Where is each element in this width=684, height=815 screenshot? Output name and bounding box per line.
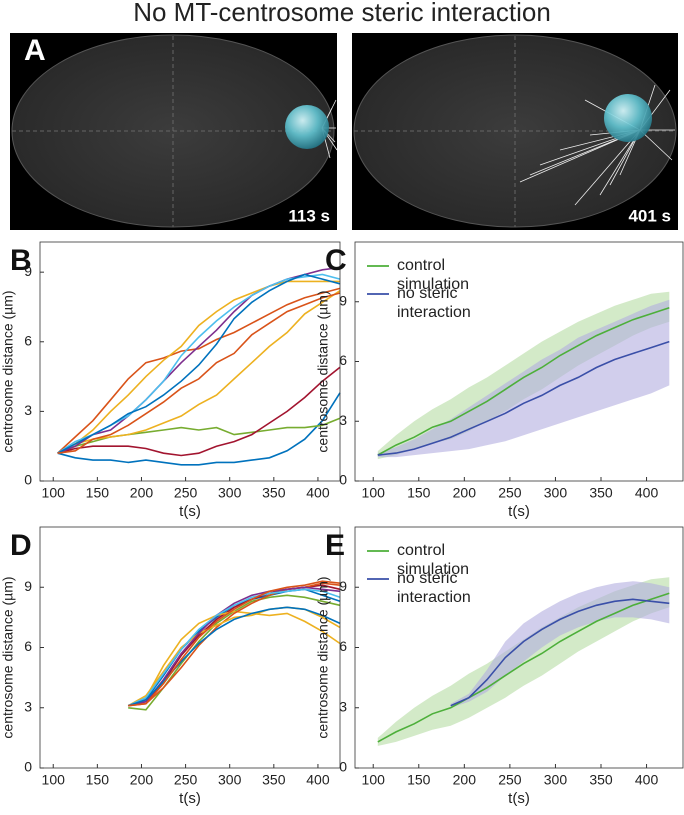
simulation-image: A 113 s	[10, 33, 338, 230]
legend-label: control simulation	[397, 542, 470, 578]
x-tick-label: 400	[635, 772, 659, 788]
error-band	[377, 299, 670, 458]
y-axis-label: centrosome distance (µm)	[315, 576, 331, 738]
x-tick-label: 150	[407, 485, 431, 501]
x-tick-label: 150	[86, 485, 110, 501]
x-tick-label: 300	[544, 772, 568, 788]
data-line	[128, 580, 341, 707]
simulation-image: 401 s	[352, 33, 678, 230]
y-tick-label: 6	[339, 352, 347, 368]
y-tick-label: 3	[339, 412, 347, 428]
y-tick-label: 9	[24, 578, 32, 594]
data-line	[127, 588, 341, 707]
y-tick-label: 3	[24, 402, 32, 418]
x-tick-label: 250	[174, 485, 198, 501]
x-axis-label: t(s)	[508, 790, 530, 807]
x-tick-label: 100	[362, 485, 386, 501]
x-tick-label: 100	[42, 485, 66, 501]
plot: 100 150 200 250 300 350 400 0 3 6 9 t(s) centrosome …	[0, 241, 341, 520]
y-tick-label: 9	[339, 578, 347, 594]
data-line	[450, 598, 670, 707]
data-line	[377, 306, 670, 456]
y-tick-label: 6	[339, 638, 347, 654]
legend-label: no steric interaction	[397, 570, 471, 606]
y-tick-label: 9	[24, 263, 32, 279]
x-tick-label: 200	[130, 772, 154, 788]
plot: 100 150 200 250 300 350 400 0 3 6 9 t(s) centrosome …	[0, 526, 341, 807]
time-label: 113 s	[288, 206, 330, 225]
x-tick-label: 300	[218, 485, 242, 501]
data-line	[57, 392, 341, 466]
x-tick-label: 250	[174, 772, 198, 788]
y-tick-label: 3	[339, 698, 347, 714]
y-axis-label: centrosome distance (µm)	[0, 576, 16, 738]
y-tick-label: 0	[339, 472, 347, 488]
plot: 100 150 200 250 300 350 400 0 3 6 9 t(s) centrosome …	[315, 241, 684, 520]
panel-label: E	[325, 529, 345, 562]
figure-title: No MT-centrosome steric interaction	[133, 0, 551, 27]
data-line	[128, 586, 341, 707]
y-tick-label: 6	[24, 332, 32, 348]
x-tick-label: 350	[589, 485, 613, 501]
panel-label: D	[10, 529, 32, 562]
x-axis-label: t(s)	[179, 503, 201, 520]
plot: 100 150 200 250 300 350 400 0 3 6 9 t(s) centrosome …	[315, 526, 684, 807]
legend-label: no steric interaction	[397, 285, 471, 321]
panel-label: B	[10, 244, 32, 277]
y-tick-label: 0	[24, 759, 32, 775]
x-axis-label: t(s)	[179, 790, 201, 807]
y-tick-label: 0	[24, 472, 32, 488]
x-tick-label: 400	[635, 485, 659, 501]
data-line	[57, 273, 341, 454]
y-tick-label: 3	[24, 698, 32, 714]
y-tick-label: 9	[339, 292, 347, 308]
x-tick-label: 300	[544, 485, 568, 501]
x-axis-label: t(s)	[508, 503, 530, 520]
data-line	[57, 366, 341, 457]
x-tick-label: 200	[130, 485, 154, 501]
data-line	[57, 287, 341, 454]
y-tick-label: 0	[339, 759, 347, 775]
x-tick-label: 350	[589, 772, 613, 788]
x-tick-label: 400	[306, 772, 330, 788]
x-tick-label: 150	[407, 772, 431, 788]
y-axis-label: centrosome distance (µm)	[0, 290, 16, 452]
x-tick-label: 400	[306, 485, 330, 501]
x-tick-label: 250	[498, 485, 522, 501]
time-label: 401 s	[628, 206, 671, 225]
legend-label: control simulation	[397, 257, 470, 293]
x-tick-label: 300	[218, 772, 242, 788]
axes-frame	[39, 241, 341, 482]
x-tick-label: 200	[453, 485, 477, 501]
data-line	[57, 280, 340, 454]
x-tick-label: 200	[453, 772, 477, 788]
x-tick-label: 150	[86, 772, 110, 788]
data-line	[377, 592, 670, 743]
x-tick-label: 250	[498, 772, 522, 788]
y-axis-label: centrosome distance (µm)	[315, 290, 331, 452]
panel-label: A	[24, 34, 46, 67]
data-line	[127, 610, 341, 707]
x-tick-label: 350	[262, 772, 286, 788]
data-line	[57, 292, 341, 454]
x-tick-label: 100	[42, 772, 66, 788]
x-tick-label: 350	[262, 485, 286, 501]
data-line	[57, 290, 341, 454]
data-line	[127, 606, 341, 707]
y-tick-label: 6	[24, 638, 32, 654]
panel-label: C	[325, 244, 347, 277]
data-line	[377, 340, 670, 456]
x-tick-label: 100	[362, 772, 386, 788]
